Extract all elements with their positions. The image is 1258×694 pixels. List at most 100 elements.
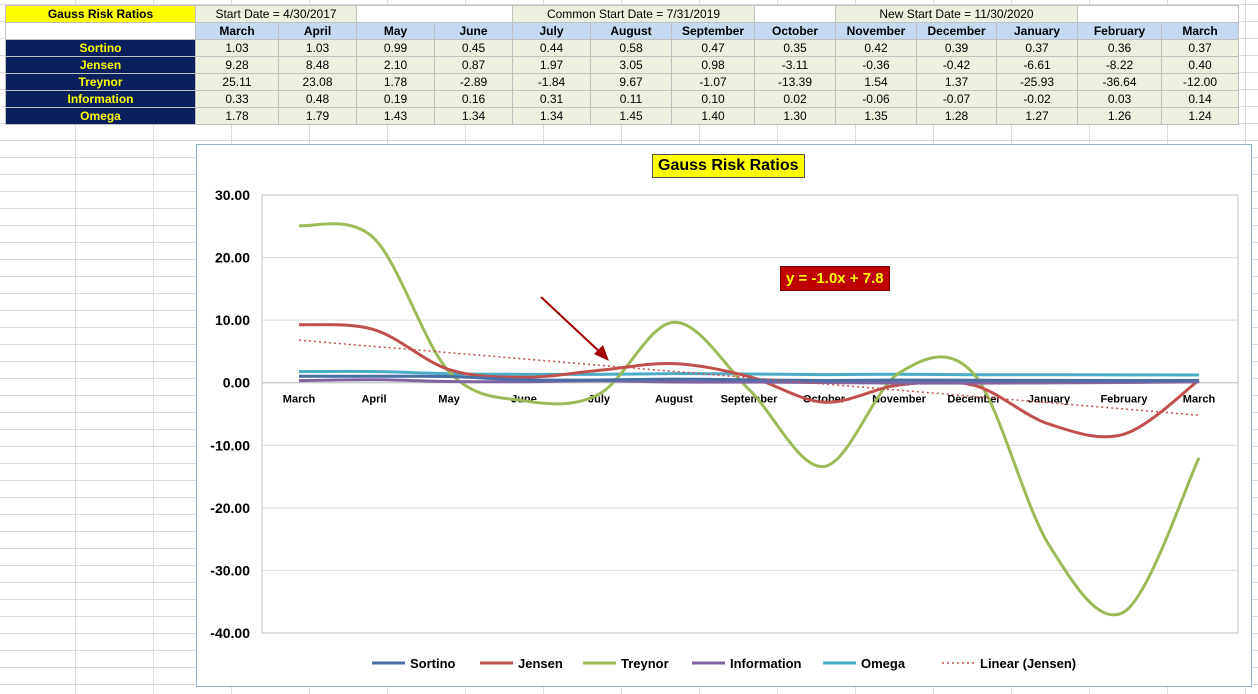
value-cell[interactable]: 0.33 — [195, 90, 279, 108]
month-header-cell[interactable]: February — [1077, 22, 1162, 40]
row-label-cell[interactable]: Sortino — [5, 39, 196, 57]
value-cell[interactable]: 1.54 — [835, 73, 917, 91]
value-cell[interactable]: -2.89 — [434, 73, 513, 91]
value-cell[interactable]: 0.45 — [434, 39, 513, 57]
value-cell[interactable]: 23.08 — [278, 73, 357, 91]
value-cell[interactable]: -1.84 — [512, 73, 591, 91]
x-tick-label: December — [947, 394, 1001, 406]
sheet-title-cell[interactable]: Gauss Risk Ratios — [5, 5, 196, 23]
value-cell[interactable]: 1.45 — [590, 107, 672, 125]
value-cell[interactable]: 1.03 — [195, 39, 279, 57]
row-label-cell[interactable]: Information — [5, 90, 196, 108]
value-cell[interactable]: 8.48 — [278, 56, 357, 74]
value-cell[interactable]: -6.61 — [996, 56, 1078, 74]
value-cell[interactable]: 0.35 — [754, 39, 836, 57]
value-cell[interactable]: 0.40 — [1161, 56, 1239, 74]
month-header-cell[interactable]: June — [434, 22, 513, 40]
value-cell[interactable]: 1.35 — [835, 107, 917, 125]
trendline-equation-label[interactable]: y = -1.0x + 7.8 — [780, 266, 890, 291]
value-cell[interactable]: 0.98 — [671, 56, 755, 74]
value-cell[interactable]: -0.42 — [916, 56, 997, 74]
annotation-arrow-head — [594, 345, 609, 361]
month-header-cell[interactable]: March — [195, 22, 279, 40]
value-cell[interactable]: -8.22 — [1077, 56, 1162, 74]
value-cell[interactable]: 0.36 — [1077, 39, 1162, 57]
month-header-cell[interactable]: August — [590, 22, 672, 40]
empty-cell[interactable] — [356, 5, 513, 23]
month-header-cell[interactable]: January — [996, 22, 1078, 40]
value-cell[interactable]: 1.27 — [996, 107, 1078, 125]
chart-area[interactable]: 30.00 20.00 10.00 0.00 -10.00 -20.00 -30.00 -40… — [196, 144, 1252, 687]
chart-title[interactable]: Gauss Risk Ratios — [652, 154, 805, 178]
value-cell[interactable]: 3.05 — [590, 56, 672, 74]
value-cell[interactable]: 0.47 — [671, 39, 755, 57]
value-cell[interactable]: -0.36 — [835, 56, 917, 74]
value-cell[interactable]: 0.37 — [996, 39, 1078, 57]
month-header-cell[interactable]: December — [916, 22, 997, 40]
value-cell[interactable]: 1.24 — [1161, 107, 1239, 125]
legend-label: Omega — [861, 656, 906, 671]
value-cell[interactable]: 9.28 — [195, 56, 279, 74]
row-label-cell[interactable]: Omega — [5, 107, 196, 125]
value-cell[interactable]: 1.78 — [356, 73, 435, 91]
value-cell[interactable]: 0.03 — [1077, 90, 1162, 108]
value-cell[interactable]: -0.07 — [916, 90, 997, 108]
month-header-cell[interactable]: July — [512, 22, 591, 40]
value-cell[interactable]: -25.93 — [996, 73, 1078, 91]
value-cell[interactable]: 0.16 — [434, 90, 513, 108]
value-cell[interactable]: 1.78 — [195, 107, 279, 125]
row-label-cell[interactable]: Treynor — [5, 73, 196, 91]
value-cell[interactable]: 0.31 — [512, 90, 591, 108]
y-tick-label: 10.00 — [215, 312, 250, 328]
value-cell[interactable]: -0.02 — [996, 90, 1078, 108]
value-cell[interactable]: 0.14 — [1161, 90, 1239, 108]
value-cell[interactable]: -3.11 — [754, 56, 836, 74]
month-header-cell[interactable]: October — [754, 22, 836, 40]
value-cell[interactable]: 0.10 — [671, 90, 755, 108]
value-cell[interactable]: 0.48 — [278, 90, 357, 108]
common-start-date-cell[interactable]: Common Start Date = 7/31/2019 — [512, 5, 755, 23]
start-date-cell[interactable]: Start Date = 4/30/2017 — [195, 5, 357, 23]
month-header-cell[interactable]: March — [1161, 22, 1239, 40]
value-cell[interactable]: -0.06 — [835, 90, 917, 108]
empty-cell[interactable] — [1077, 5, 1239, 23]
ratio-row-information: Information 0.33 0.48 0.19 0.16 0.31 0.11 0.10 0… — [5, 90, 1239, 108]
value-cell[interactable]: 1.37 — [916, 73, 997, 91]
value-cell[interactable]: 1.43 — [356, 107, 435, 125]
row-label-cell[interactable]: Jensen — [5, 56, 196, 74]
value-cell[interactable]: -13.39 — [754, 73, 836, 91]
value-cell[interactable]: 0.87 — [434, 56, 513, 74]
empty-cell[interactable] — [754, 5, 836, 23]
value-cell[interactable]: 0.19 — [356, 90, 435, 108]
value-cell[interactable]: 0.42 — [835, 39, 917, 57]
ratio-row-sortino: Sortino 1.03 1.03 0.99 0.45 0.44 0.58 0.47 0.35 0… — [5, 39, 1239, 57]
value-cell[interactable]: 1.40 — [671, 107, 755, 125]
empty-cell[interactable] — [5, 22, 196, 40]
value-cell[interactable]: 1.34 — [434, 107, 513, 125]
value-cell[interactable]: 25.11 — [195, 73, 279, 91]
value-cell[interactable]: 0.02 — [754, 90, 836, 108]
value-cell[interactable]: 0.11 — [590, 90, 672, 108]
value-cell[interactable]: -36.64 — [1077, 73, 1162, 91]
value-cell[interactable]: 1.34 — [512, 107, 591, 125]
month-header-cell[interactable]: May — [356, 22, 435, 40]
month-header-cell[interactable]: September — [671, 22, 755, 40]
value-cell[interactable]: -1.07 — [671, 73, 755, 91]
value-cell[interactable]: 0.44 — [512, 39, 591, 57]
value-cell[interactable]: 1.03 — [278, 39, 357, 57]
value-cell[interactable]: 1.79 — [278, 107, 357, 125]
value-cell[interactable]: 0.39 — [916, 39, 997, 57]
value-cell[interactable]: -12.00 — [1161, 73, 1239, 91]
value-cell[interactable]: 0.37 — [1161, 39, 1239, 57]
value-cell[interactable]: 1.97 — [512, 56, 591, 74]
new-start-date-cell[interactable]: New Start Date = 11/30/2020 — [835, 5, 1078, 23]
month-header-cell[interactable]: November — [835, 22, 917, 40]
value-cell[interactable]: 1.28 — [916, 107, 997, 125]
value-cell[interactable]: 1.30 — [754, 107, 836, 125]
month-header-cell[interactable]: April — [278, 22, 357, 40]
value-cell[interactable]: 1.26 — [1077, 107, 1162, 125]
value-cell[interactable]: 9.67 — [590, 73, 672, 91]
value-cell[interactable]: 2.10 — [356, 56, 435, 74]
value-cell[interactable]: 0.99 — [356, 39, 435, 57]
value-cell[interactable]: 0.58 — [590, 39, 672, 57]
